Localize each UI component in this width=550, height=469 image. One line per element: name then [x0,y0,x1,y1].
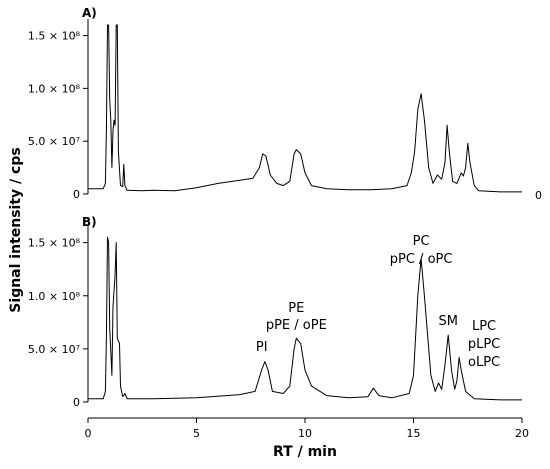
annotation-lpc: pLPC [468,337,500,352]
panel-b-label: B) [82,215,97,229]
panel-b: B) 0 5.0 × 10⁷ 1.0 × 10⁸ 1.5 × 10⁸ 0 5 10 15 20… [28,215,529,440]
y-tick-label: 1.5 × 10⁸ [28,30,81,43]
panel-a-label: A) [82,6,97,20]
annotation-pc: PC [413,234,430,249]
panel-a-right-label: 0 [535,189,542,202]
x-tick-label: 10 [298,427,312,440]
annotation-lpc: oLPC [468,355,500,370]
x-tick-label: 15 [407,427,421,440]
y-tick-label: 1.0 × 10⁸ [28,82,81,95]
annotation-pe: PE [288,301,304,316]
panel-a-trace [88,24,522,193]
annotation-pc: pPC / oPC [390,252,453,267]
y-tick-label: 5.0 × 10⁷ [28,135,80,148]
y-axis-title: Signal intensity / cps [8,147,24,312]
panel-b-trace [88,236,522,401]
annotation-pe: pPE / oPE [266,318,327,333]
x-axis-title: RT / min [273,444,337,460]
panel-a-y-axis: 0 5.0 × 10⁷ 1.0 × 10⁸ 1.5 × 10⁸ [28,19,89,201]
peak-annotations: PI PE pPE / oPE PC pPC / oPC SM LPC pLPC oLPC [256,234,500,370]
y-tick-label: 0 [73,396,80,409]
y-tick-label: 0 [73,188,80,201]
panel-a: A) 0 0 5.0 × 10⁷ 1.0 × 10⁸ 1.5 × 10⁸ [28,6,542,202]
annotation-pi: PI [256,340,268,355]
y-tick-label: 1.5 × 10⁸ [28,237,81,250]
x-tick-label: 20 [515,427,529,440]
x-tick-label: 5 [193,427,200,440]
y-tick-label: 1.0 × 10⁸ [28,290,81,303]
annotation-sm: SM [438,314,457,329]
panel-b-y-axis: 0 5.0 × 10⁷ 1.0 × 10⁸ 1.5 × 10⁸ [28,226,89,409]
annotation-lpc: LPC [472,319,496,334]
y-tick-label: 5.0 × 10⁷ [28,343,80,356]
x-tick-label: 0 [85,427,92,440]
x-axis: 0 5 10 15 20 [85,417,529,440]
